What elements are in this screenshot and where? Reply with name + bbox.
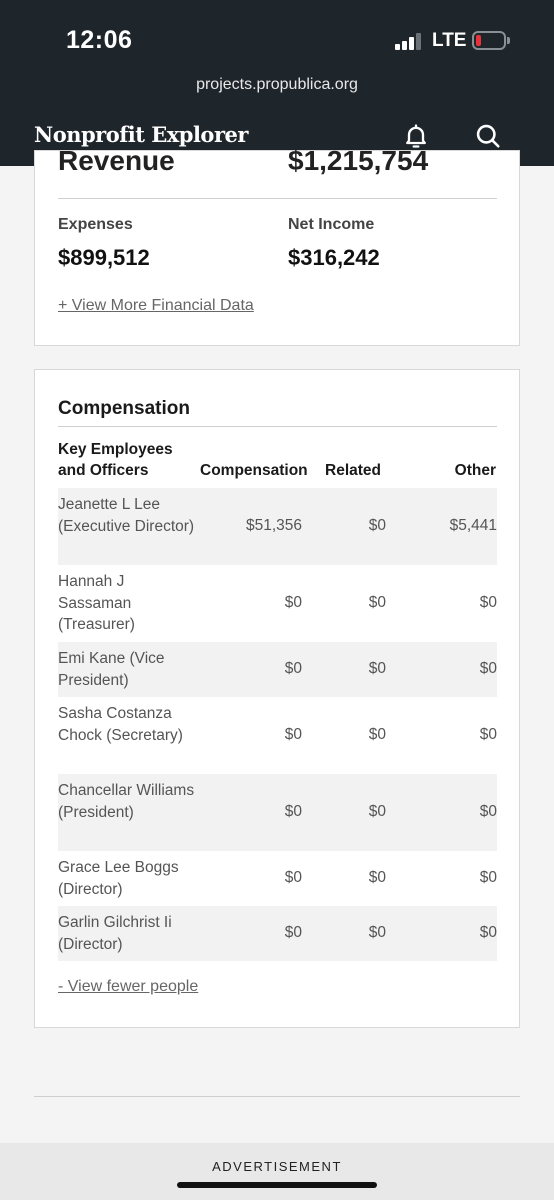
top-bar: 12:06 LTE projects.propublica.org Nonpro…: [0, 0, 554, 166]
compensation-value: $0: [284, 869, 302, 886]
column-header-other: Other: [454, 462, 496, 479]
compensation-value: $0: [284, 924, 302, 941]
employee-name: Sasha Costanza Chock (Secretary): [58, 705, 183, 744]
revenue-value: $1,215,754: [288, 145, 429, 176]
other-value: $0: [479, 869, 497, 886]
compensation-table: Jeanette L Lee (Executive Director) $51,…: [58, 488, 497, 961]
table-row: Jeanette L Lee (Executive Director) $51,…: [58, 488, 497, 565]
home-indicator[interactable]: [177, 1182, 377, 1188]
related-value: $0: [368, 924, 386, 941]
column-header-name: Key Employees and Officers: [58, 441, 173, 479]
compensation-value: $51,356: [245, 517, 302, 534]
divider: [34, 1096, 520, 1097]
other-value: $0: [479, 726, 497, 743]
expenses-value: $899,512: [58, 245, 150, 270]
net-income-value: $316,242: [288, 245, 380, 270]
related-value: $0: [368, 869, 386, 886]
signal-strength-icon: [395, 33, 423, 50]
financial-summary-card: Revenue $1,215,754 Expenses $899,512 Net…: [34, 145, 520, 346]
divider: [58, 198, 497, 199]
table-row: Emi Kane (Vice President) $0 $0 $0: [58, 642, 497, 697]
compensation-value: $0: [284, 803, 302, 820]
related-value: $0: [368, 517, 386, 534]
search-icon[interactable]: [474, 122, 502, 150]
other-value: $0: [479, 660, 497, 677]
other-value: $0: [479, 924, 497, 941]
advertisement-bar: ADVERTISEMENT: [0, 1143, 554, 1200]
advertisement-label: ADVERTISEMENT: [212, 1159, 342, 1174]
view-more-financial-data-link[interactable]: + View More Financial Data: [58, 297, 254, 314]
related-value: $0: [368, 803, 386, 820]
revenue-label: Revenue: [58, 145, 175, 176]
view-fewer-people-link[interactable]: - View fewer people: [58, 978, 199, 995]
compensation-title: Compensation: [58, 398, 190, 419]
bell-icon[interactable]: [402, 122, 430, 150]
employee-name: Grace Lee Boggs (Director): [58, 859, 179, 898]
other-value: $0: [479, 594, 497, 611]
compensation-value: $0: [284, 594, 302, 611]
employee-name: Garlin Gilchrist Ii (Director): [58, 914, 172, 953]
employee-name: Chancellar Williams (President): [58, 782, 195, 821]
other-value: $0: [479, 803, 497, 820]
net-income-label: Net Income: [288, 216, 375, 233]
compensation-card: Compensation Key Employees and Officers …: [34, 369, 520, 1028]
table-row: Sasha Costanza Chock (Secretary) $0 $0 $…: [58, 697, 497, 774]
site-title[interactable]: Nonprofit Explorer: [34, 122, 248, 147]
compensation-value: $0: [284, 726, 302, 743]
table-row: Chancellar Williams (President) $0 $0 $0: [58, 774, 497, 851]
divider: [58, 426, 497, 427]
employee-name: Hannah J Sassaman (Treasurer): [58, 573, 135, 633]
battery-icon: [472, 31, 510, 50]
expenses-label: Expenses: [58, 216, 133, 233]
related-value: $0: [368, 660, 386, 677]
compensation-value: $0: [284, 660, 302, 677]
column-header-compensation: Compensation: [200, 462, 308, 479]
url-bar[interactable]: projects.propublica.org: [196, 76, 358, 93]
network-label: LTE: [432, 30, 467, 51]
employee-name: Emi Kane (Vice President): [58, 650, 165, 689]
table-row: Hannah J Sassaman (Treasurer) $0 $0 $0: [58, 565, 497, 642]
table-row: Grace Lee Boggs (Director) $0 $0 $0: [58, 851, 497, 906]
column-header-related: Related: [325, 462, 381, 479]
table-row: Garlin Gilchrist Ii (Director) $0 $0 $0: [58, 906, 497, 961]
related-value: $0: [368, 726, 386, 743]
related-value: $0: [368, 594, 386, 611]
status-time: 12:06: [66, 26, 133, 54]
other-value: $5,441: [449, 517, 497, 534]
employee-name: Jeanette L Lee (Executive Director): [58, 496, 195, 535]
